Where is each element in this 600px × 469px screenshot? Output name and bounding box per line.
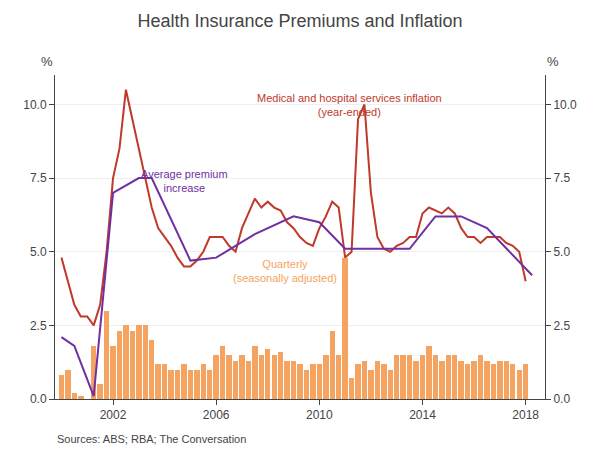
svg-text:Average premiumincrease: Average premiumincrease [141,168,228,194]
svg-text:10.0: 10.0 [23,98,47,112]
svg-text:0.0: 0.0 [30,392,47,406]
svg-text:2018: 2018 [512,408,539,422]
svg-text:7.5: 7.5 [553,171,570,185]
svg-text:Quarterly(seasonally adjusted): Quarterly(seasonally adjusted) [233,258,337,284]
svg-text:10.0: 10.0 [553,98,577,112]
svg-text:2010: 2010 [306,408,333,422]
svg-text:2.5: 2.5 [553,319,570,333]
svg-text:2006: 2006 [203,408,230,422]
svg-text:%: % [547,54,559,69]
svg-text:2014: 2014 [409,408,436,422]
svg-text:%: % [41,54,53,69]
svg-text:7.5: 7.5 [30,171,47,185]
svg-text:2002: 2002 [100,408,127,422]
svg-text:Sources: ABS; RBA; The Convers: Sources: ABS; RBA; The Conversation [57,433,246,445]
svg-text:5.0: 5.0 [30,245,47,259]
svg-text:Health Insurance Premiums and: Health Insurance Premiums and Inflation [137,11,462,31]
svg-text:5.0: 5.0 [553,245,570,259]
svg-text:0.0: 0.0 [553,392,570,406]
svg-text:Medical and hospital services: Medical and hospital services inflation(… [257,92,442,118]
svg-text:2.5: 2.5 [30,319,47,333]
